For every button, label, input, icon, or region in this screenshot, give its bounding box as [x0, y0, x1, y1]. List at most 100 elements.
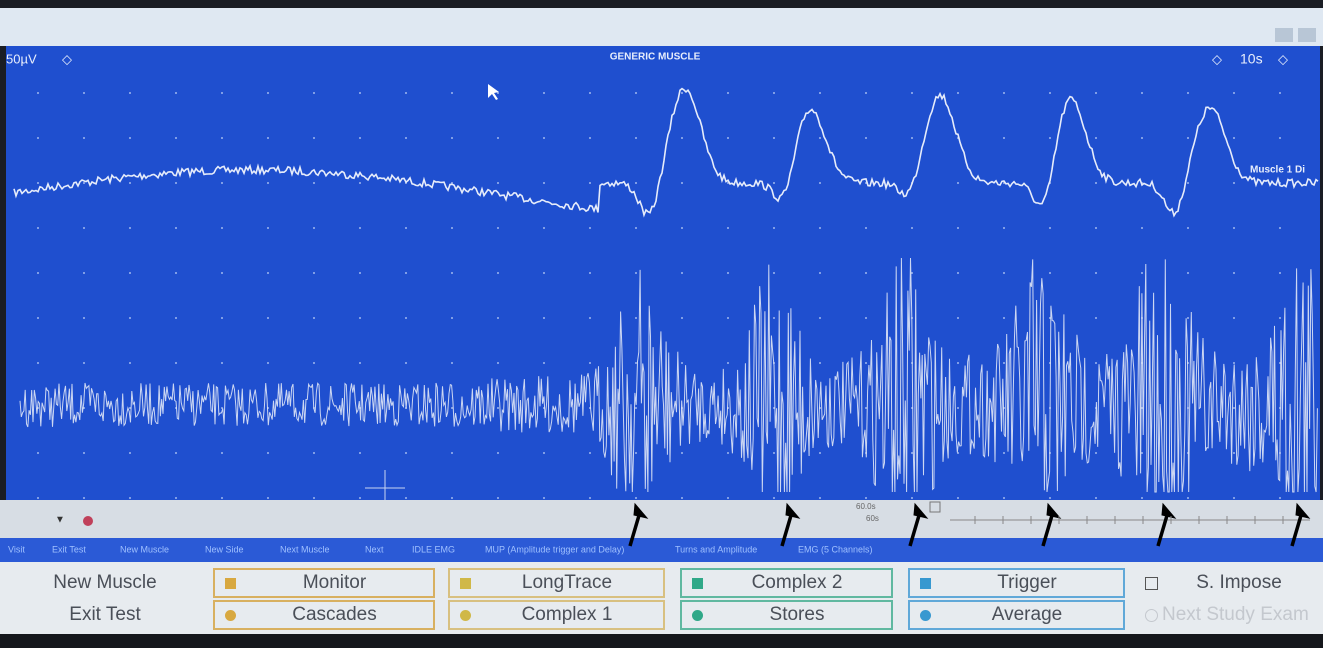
grid-dot: [1003, 227, 1005, 229]
menu-item[interactable]: Visit: [8, 544, 25, 554]
button[interactable]: Complex 1: [448, 600, 665, 630]
grid-dot: [773, 92, 775, 94]
grid-dot: [727, 317, 729, 319]
window-button[interactable]: [1275, 28, 1293, 42]
menu-item[interactable]: IDLE EMG: [412, 544, 455, 554]
button-icon: [1145, 609, 1158, 622]
grid-dot: [83, 137, 85, 139]
grid-dot: [1187, 182, 1189, 184]
button-label: Cascades: [236, 604, 433, 626]
grid-dot: [819, 362, 821, 364]
grid-dot: [37, 182, 39, 184]
grid-dot: [957, 497, 959, 499]
menu-item[interactable]: New Muscle: [120, 544, 169, 554]
grid-dot: [497, 272, 499, 274]
record-indicator[interactable]: [83, 516, 93, 526]
sweep-select[interactable]: 60s: [866, 514, 879, 523]
grid-dot: [635, 317, 637, 319]
emg-display: 50µV ◇ GENERIC MUSCLE ◇ 10s ◇ Muscle 1 D…: [0, 0, 1323, 648]
grid-dot: [1141, 137, 1143, 139]
grid-dot: [37, 272, 39, 274]
grid-dot: [727, 452, 729, 454]
button[interactable]: Trigger: [908, 568, 1125, 598]
sweep-label: 60.0s: [856, 502, 876, 511]
timebase-selector[interactable]: ◇: [1212, 51, 1222, 66]
grid-dot: [1049, 497, 1051, 499]
menu-item[interactable]: MUP (Amplitude trigger and Delay): [485, 544, 624, 554]
grid-dot: [1279, 317, 1281, 319]
button[interactable]: Next Study Exam: [1135, 600, 1320, 630]
grid-dot: [1049, 227, 1051, 229]
grid-dot: [1095, 272, 1097, 274]
grid-dot: [497, 227, 499, 229]
window-button[interactable]: [1298, 28, 1316, 42]
menu-item[interactable]: New Side: [205, 544, 244, 554]
grid-dot: [313, 92, 315, 94]
grid-dot: [221, 92, 223, 94]
grid-dot: [1003, 92, 1005, 94]
button-label: Average: [931, 604, 1123, 626]
button[interactable]: Complex 2: [680, 568, 893, 598]
grid-dot: [267, 317, 269, 319]
grid-dot: [1187, 92, 1189, 94]
grid-dot: [589, 452, 591, 454]
grid-dot: [175, 317, 177, 319]
grid-dot: [635, 497, 637, 499]
grid-dot: [543, 272, 545, 274]
button[interactable]: New Muscle: [10, 568, 200, 598]
grid-dot: [957, 227, 959, 229]
grid-dot: [37, 137, 39, 139]
button-icon: [692, 610, 703, 621]
grid-dot: [1279, 92, 1281, 94]
grid-dot: [405, 227, 407, 229]
grid-dot: [359, 452, 361, 454]
grid-dot: [83, 452, 85, 454]
grid-dot: [681, 362, 683, 364]
grid-dot: [865, 407, 867, 409]
grid-dot: [819, 317, 821, 319]
timebase-selector[interactable]: ◇: [1278, 51, 1288, 66]
menu-item[interactable]: Next Muscle: [280, 544, 330, 554]
grid-dot: [1003, 497, 1005, 499]
button[interactable]: Average: [908, 600, 1125, 630]
grid-dot: [1233, 362, 1235, 364]
grid-dot: [129, 497, 131, 499]
button[interactable]: Cascades: [213, 600, 435, 630]
grid-dot: [37, 452, 39, 454]
grid-dot: [497, 407, 499, 409]
dropdown-arrow[interactable]: ▼: [55, 515, 65, 526]
grid-dot: [359, 227, 361, 229]
menu-item[interactable]: Turns and Amplitude: [675, 544, 757, 554]
button[interactable]: Exit Test: [10, 600, 200, 630]
grid-dot: [773, 452, 775, 454]
button-icon: [460, 610, 471, 621]
grid-dot: [773, 497, 775, 499]
menu-item[interactable]: EMG (5 Channels): [798, 544, 873, 554]
grid-dot: [957, 407, 959, 409]
grid-dot: [1141, 452, 1143, 454]
grid-dot: [83, 497, 85, 499]
menu-item[interactable]: Next: [365, 544, 384, 554]
button[interactable]: Monitor: [213, 568, 435, 598]
grid-dot: [543, 227, 545, 229]
grid-dot: [1003, 317, 1005, 319]
grid-dot: [635, 227, 637, 229]
button-icon: [692, 578, 703, 589]
button[interactable]: LongTrace: [448, 568, 665, 598]
grid-dot: [727, 227, 729, 229]
grid-dot: [1279, 272, 1281, 274]
grid-dot: [451, 137, 453, 139]
menu-item[interactable]: Exit Test: [52, 544, 86, 554]
button[interactable]: S. Impose: [1135, 568, 1320, 598]
grid-dot: [635, 92, 637, 94]
button[interactable]: Stores: [680, 600, 893, 630]
grid-dot: [175, 452, 177, 454]
grid-dot: [313, 317, 315, 319]
grid-dot: [359, 362, 361, 364]
grid-dot: [359, 137, 361, 139]
scale-selector[interactable]: ◇: [62, 51, 72, 66]
grid-dot: [129, 137, 131, 139]
grid-dot: [727, 497, 729, 499]
grid-dot: [1095, 317, 1097, 319]
grid-dot: [37, 497, 39, 499]
